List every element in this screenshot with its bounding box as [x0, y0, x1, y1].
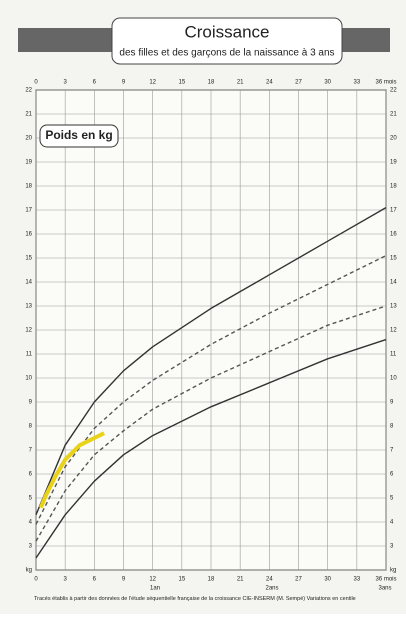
- x-tick-label: 33: [353, 80, 360, 86]
- y-tick-label: 10: [390, 376, 397, 382]
- y-tick-label: 18: [390, 184, 397, 190]
- y-tick-label: 5: [29, 496, 33, 502]
- y-tick-label: 10: [25, 376, 32, 382]
- series-line: [35, 305, 387, 542]
- series-line: [35, 206, 387, 516]
- y-tick-label: 4: [390, 520, 394, 526]
- annotation: 3ans: [378, 586, 391, 592]
- y-tick-label: 8: [390, 424, 394, 430]
- series-line: [39, 431, 105, 509]
- x-tick-label: 3: [63, 577, 67, 583]
- y-axis-label: Poids en kg: [45, 128, 112, 142]
- y-tick-label: 20: [390, 136, 397, 142]
- y-tick-label: 13: [390, 304, 397, 310]
- x-tick-label: 18: [208, 80, 215, 86]
- x-tick-label: 18: [208, 577, 215, 583]
- y-tick-label: 16: [390, 232, 397, 238]
- y-tick-label: 3: [29, 544, 33, 550]
- y-tick-label: 12: [25, 328, 32, 334]
- x-tick-label: 36 mois: [375, 577, 396, 583]
- y-tick-label: kg: [390, 568, 396, 574]
- x-tick-label: 6: [93, 80, 97, 86]
- y-tick-label: 22: [25, 88, 32, 94]
- x-tick-label: 27: [295, 577, 302, 583]
- x-tick-label: 30: [324, 577, 331, 583]
- y-tick-label: 9: [390, 400, 394, 406]
- x-tick-label: 6: [93, 577, 97, 583]
- y-tick-label: 11: [26, 352, 33, 358]
- x-tick-label: 9: [122, 80, 126, 86]
- y-tick-label: 7: [29, 448, 33, 454]
- y-tick-label: 7: [390, 448, 394, 454]
- y-tick-label: 6: [390, 472, 394, 478]
- series-line: [35, 254, 387, 525]
- y-tick-label: 9: [29, 400, 33, 406]
- y-tick-label: 15: [390, 256, 397, 262]
- x-tick-label: 0: [34, 80, 38, 86]
- title-box: [111, 17, 343, 65]
- y-tick-label: 14: [25, 280, 32, 286]
- y-tick-label: 18: [25, 184, 32, 190]
- x-tick-label: 21: [237, 577, 244, 583]
- y-tick-label: 14: [390, 280, 397, 286]
- y-tick-label: 19: [25, 160, 32, 166]
- footnote: Tracés établis à partir des données de l…: [34, 596, 356, 602]
- x-tick-label: 33: [353, 577, 360, 583]
- x-tick-label: 3: [63, 80, 67, 86]
- x-tick-label: 12: [149, 80, 156, 86]
- x-tick-label: 15: [178, 577, 185, 583]
- x-tick-label: 27: [295, 80, 302, 86]
- series-line: [35, 338, 387, 559]
- x-tick-label: 36 mois: [375, 80, 396, 86]
- x-tick-label: 24: [266, 80, 273, 86]
- y-tick-label: 21: [25, 112, 32, 118]
- y-tick-label: 22: [390, 88, 397, 94]
- y-tick-label: 6: [29, 472, 33, 478]
- y-tick-label: 11: [390, 352, 397, 358]
- y-tick-label: 19: [390, 160, 397, 166]
- y-tick-label: 12: [390, 328, 397, 334]
- x-tick-label: 24: [266, 577, 273, 583]
- y-tick-label: 20: [25, 136, 32, 142]
- x-tick-label: 9: [122, 577, 126, 583]
- y-tick-label: 8: [29, 424, 33, 430]
- x-tick-label: 12: [149, 577, 156, 583]
- y-tick-label: 16: [25, 232, 32, 238]
- y-tick-label: 15: [25, 256, 32, 262]
- y-tick-label: 3: [390, 544, 394, 550]
- y-tick-label: kg: [26, 568, 32, 574]
- x-tick-label: 21: [237, 80, 244, 86]
- chart-title: Croissance: [184, 22, 269, 41]
- annotation: 2ans: [265, 586, 278, 592]
- y-tick-label: 21: [390, 112, 397, 118]
- y-tick-label: 13: [25, 304, 32, 310]
- annotation: 1an: [150, 586, 160, 592]
- y-tick-label: 17: [390, 208, 397, 214]
- x-tick-label: 0: [34, 577, 38, 583]
- y-tick-label: 5: [390, 496, 394, 502]
- x-tick-label: 30: [324, 80, 331, 86]
- chart-subtitle: des filles et des garçons de la naissanc…: [119, 48, 334, 59]
- x-tick-label: 15: [178, 80, 185, 86]
- y-tick-label: 4: [29, 520, 33, 526]
- y-label-box: [39, 124, 119, 148]
- footnote-box: Tracés établis à partir des données de l…: [34, 596, 356, 602]
- y-tick-label: 17: [25, 208, 32, 214]
